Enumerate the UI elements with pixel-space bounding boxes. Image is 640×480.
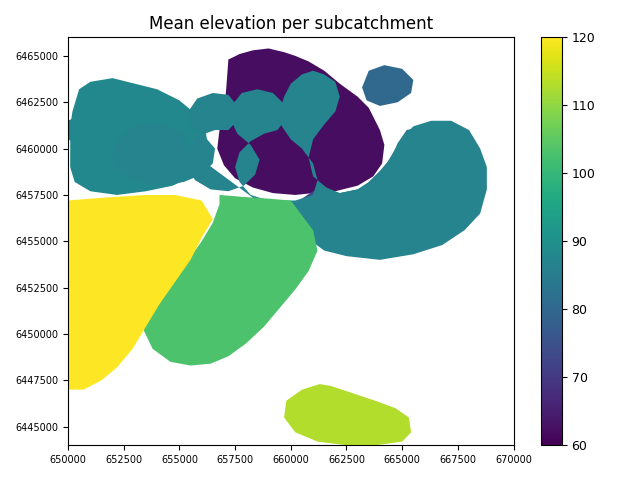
Title: Mean elevation per subcatchment: Mean elevation per subcatchment	[148, 15, 433, 33]
